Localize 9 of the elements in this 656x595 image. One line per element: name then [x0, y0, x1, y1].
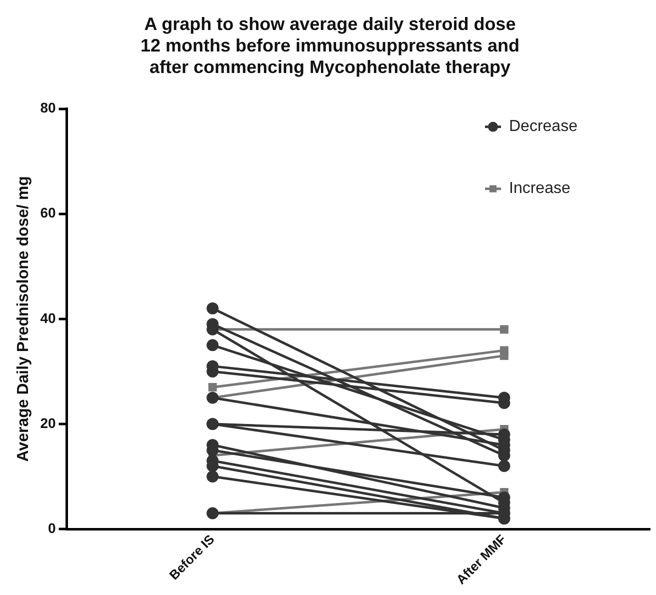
legend-label: Increase: [509, 180, 570, 198]
y-tick-label: 60: [40, 204, 56, 221]
legend-label: Decrease: [509, 118, 578, 136]
y-tick-label: 80: [40, 100, 56, 116]
y-axis-title: Average Daily Prednisolone dose/ mg: [15, 176, 32, 462]
y-tick-label: 40: [40, 310, 56, 326]
chart-title: A graph to show average daily steroid dose 12 months before immunosuppressants and after commencing Mycophenolate therapy: [140, 14, 520, 77]
y-tick-label: 20: [40, 414, 56, 431]
y-tick-label: 0: [48, 520, 56, 536]
